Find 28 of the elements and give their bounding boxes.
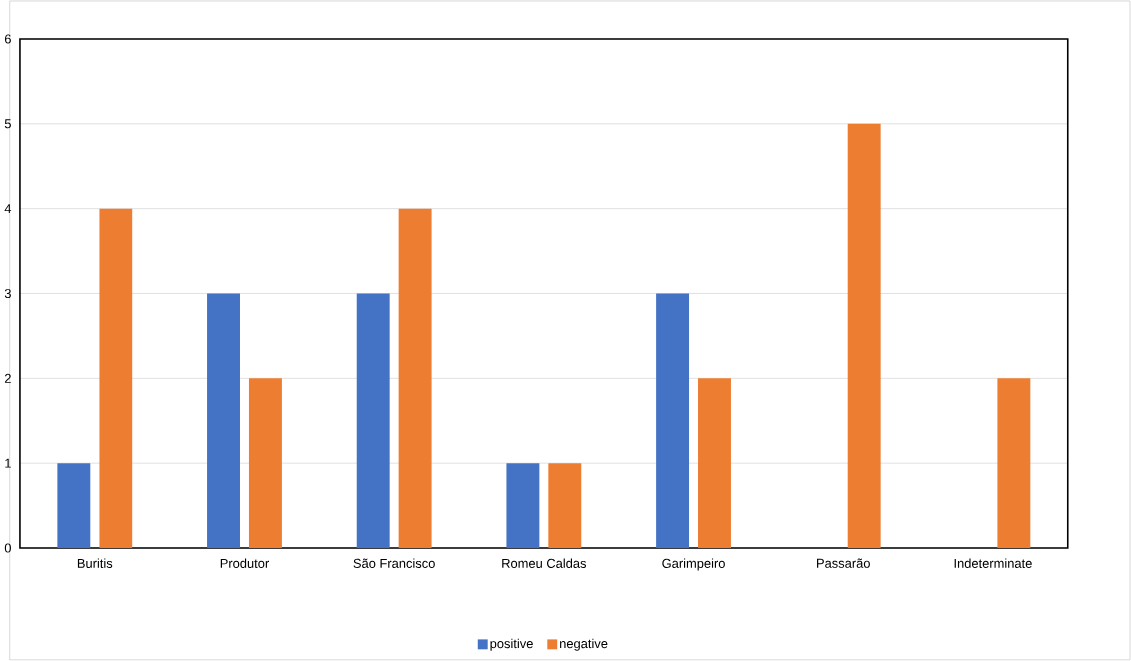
- legend-label: negative: [560, 638, 608, 651]
- y-tick-label: 3: [4, 288, 11, 299]
- y-tick-label: 5: [4, 119, 11, 129]
- y-tick-label: 6: [4, 34, 11, 44]
- bar: [57, 463, 91, 549]
- bar: [248, 378, 282, 549]
- bar: [207, 293, 240, 549]
- bar: [356, 293, 390, 549]
- legend-label: positive: [490, 638, 533, 651]
- bar: [506, 463, 540, 549]
- bar: [99, 208, 133, 549]
- x-tick-label: Passarão: [817, 558, 870, 568]
- x-tick-label: São Francisco: [353, 558, 435, 569]
- x-tick-label: Buritis: [77, 558, 113, 569]
- x-tick-label: Indeterminate: [954, 558, 1032, 569]
- bar: [698, 378, 731, 549]
- y-tick-label: 4: [4, 204, 12, 214]
- y-tick-label: 1: [5, 458, 11, 468]
- y-tick-label: 2: [4, 373, 11, 383]
- bar: [997, 378, 1031, 549]
- x-tick-label: Garimpeiro: [662, 558, 725, 571]
- bar: [548, 463, 582, 549]
- bar: [847, 123, 881, 549]
- x-tick-label: Romeu Caldas: [502, 558, 587, 569]
- x-tick-label: Produtor: [220, 558, 269, 569]
- y-tick-label: 0: [4, 543, 11, 553]
- bar: [398, 208, 432, 549]
- bar: [656, 293, 690, 549]
